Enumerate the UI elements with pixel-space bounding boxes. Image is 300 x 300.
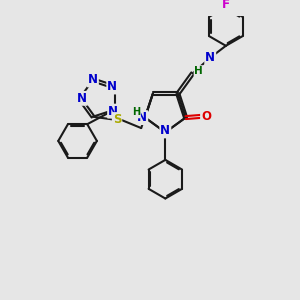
Text: H: H [194, 66, 203, 76]
Text: N: N [137, 111, 147, 124]
Text: N: N [107, 80, 117, 94]
Text: N: N [205, 51, 215, 64]
Text: N: N [88, 74, 98, 86]
Text: N: N [77, 92, 87, 105]
Text: N: N [108, 105, 118, 118]
Text: S: S [113, 113, 121, 126]
Text: N: N [160, 124, 170, 137]
Text: O: O [201, 110, 211, 123]
Text: H: H [132, 107, 140, 118]
Text: F: F [222, 0, 230, 11]
